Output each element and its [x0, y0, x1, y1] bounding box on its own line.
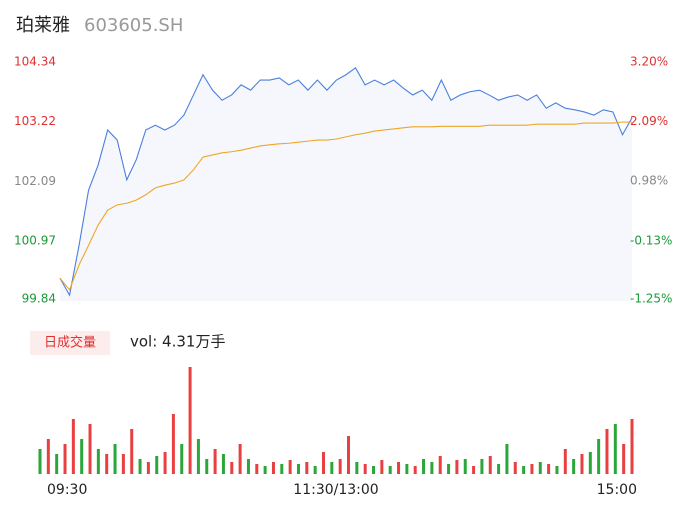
volume-title: 日成交量 [44, 335, 96, 351]
y2-tick-label: 2.09% [630, 114, 668, 128]
volume-bar [588, 452, 592, 474]
volume-bar [380, 460, 384, 474]
volume-bar [96, 449, 100, 474]
volume-bar [422, 459, 426, 474]
volume-bar [338, 459, 342, 474]
volume-bar [497, 464, 501, 474]
volume-title-box [30, 331, 110, 355]
volume-bar [305, 462, 309, 474]
x-tick-label: 15:00 [597, 482, 637, 498]
y-tick-label: 104.34 [14, 55, 56, 69]
volume-bar [472, 466, 476, 474]
volume-bar [313, 466, 317, 474]
volume-bar [430, 462, 434, 474]
volume-bar [555, 466, 559, 474]
volume-bar [213, 449, 217, 474]
volume-bar [280, 464, 284, 474]
volume-bar [80, 439, 84, 474]
volume-bar [246, 459, 250, 474]
volume-bar [321, 452, 325, 474]
price-area [60, 67, 632, 301]
volume-bar [572, 459, 576, 474]
volume-bar [622, 444, 626, 474]
volume-bar [230, 462, 234, 474]
stock-code: 603605.SH [84, 15, 183, 36]
volume-bar [171, 414, 175, 474]
volume-bar [63, 444, 67, 474]
volume-bar [438, 456, 442, 474]
volume-bar [55, 454, 59, 474]
volume-bar [613, 424, 617, 474]
volume-bar [121, 454, 125, 474]
volume-bar [263, 466, 267, 474]
volume-bar [238, 444, 242, 474]
volume-bar [296, 464, 300, 474]
volume-bar [271, 462, 275, 474]
y2-tick-label: -0.13% [630, 233, 672, 247]
volume-bar [188, 367, 192, 474]
y-tick-label: 99.84 [22, 292, 56, 306]
volume-bar [105, 454, 109, 474]
volume-bar [363, 464, 367, 474]
volume-bar [146, 462, 150, 474]
volume-bar [597, 439, 601, 474]
volume-bar [372, 466, 376, 474]
volume-bar [413, 466, 417, 474]
volume-bar [580, 454, 584, 474]
volume-bar [405, 464, 409, 474]
volume-bar [155, 456, 159, 474]
volume-total: vol: 4.31万手 [130, 333, 225, 351]
volume-bar [522, 466, 526, 474]
volume-bar [397, 462, 401, 474]
stock-name: 珀莱雅 [16, 15, 70, 36]
volume-bar [563, 449, 567, 474]
volume-bar [138, 459, 142, 474]
volume-bar [163, 452, 167, 474]
volume-bar [505, 444, 509, 474]
volume-bar [455, 460, 459, 474]
x-tick-label: 09:30 [47, 482, 87, 498]
volume-bar [447, 464, 451, 474]
volume-bar [480, 459, 484, 474]
volume-bar [130, 429, 134, 474]
volume-bar [330, 462, 334, 474]
volume-bar [113, 444, 117, 474]
volume-bar [355, 462, 359, 474]
volume-bar [205, 459, 209, 474]
volume-bar [463, 459, 467, 474]
x-tick-label: 11:30/13:00 [293, 482, 378, 498]
y-tick-label: 100.97 [14, 233, 56, 247]
volume-bar [88, 424, 92, 474]
volume-bar [630, 419, 634, 474]
volume-bar [605, 429, 609, 474]
volume-bar [71, 419, 75, 474]
volume-bar [488, 456, 492, 474]
volume-bar [288, 460, 292, 474]
y2-tick-label: 3.20% [630, 55, 668, 69]
volume-bar [255, 464, 259, 474]
volume-bar [38, 449, 42, 474]
y2-tick-label: 0.98% [630, 174, 668, 188]
price-line [59, 67, 633, 297]
volume-bar [221, 454, 225, 474]
volume-bar [196, 439, 200, 474]
y2-tick-label: -1.25% [630, 292, 672, 306]
volume-bar [538, 462, 542, 474]
volume-bar [513, 462, 517, 474]
volume-bar [388, 466, 392, 474]
volume-bar [530, 464, 534, 474]
average-line [59, 121, 632, 291]
volume-bar [46, 439, 50, 474]
volume-bar [547, 464, 551, 474]
volume-bar [347, 436, 351, 474]
y-tick-label: 103.22 [14, 114, 56, 128]
volume-bar [180, 444, 184, 474]
y-tick-label: 102.09 [14, 174, 56, 188]
